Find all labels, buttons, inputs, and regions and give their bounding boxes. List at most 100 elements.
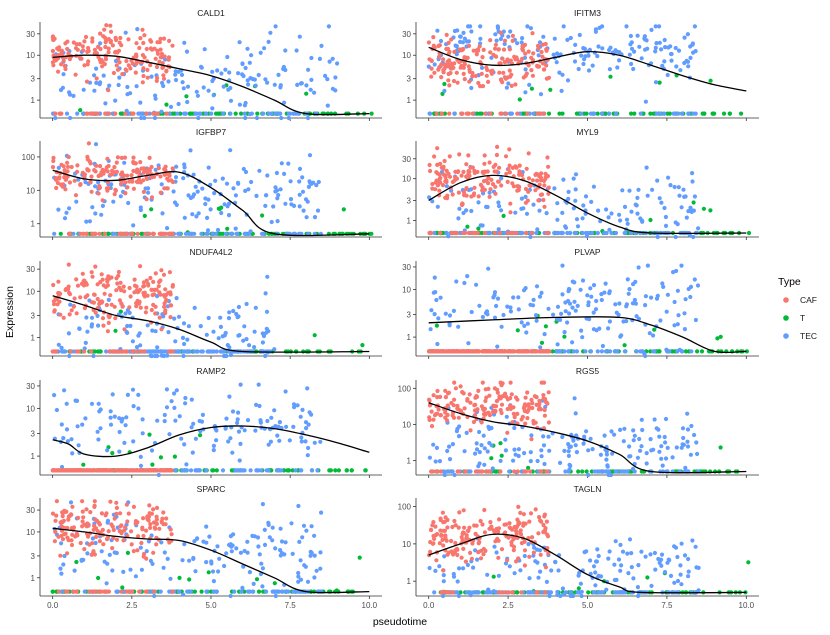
caf-point (507, 349, 511, 353)
caf-point (107, 529, 111, 533)
caf-point (466, 56, 470, 60)
tec-point (512, 426, 516, 430)
tec-point (131, 439, 135, 443)
caf-point (145, 112, 149, 116)
caf-point (141, 41, 145, 45)
tec-point (452, 309, 456, 313)
tec-point (111, 200, 115, 204)
caf-point (462, 66, 466, 70)
caf-point (85, 232, 89, 236)
tec-point (213, 179, 217, 183)
tec-point (560, 211, 564, 215)
tec-point (592, 185, 596, 189)
tec-point (231, 409, 235, 413)
caf-point (441, 57, 445, 61)
tec-point (558, 318, 562, 322)
tec-point (227, 213, 231, 217)
tec-point (566, 299, 570, 303)
caf-point (125, 519, 129, 523)
x-tick-label-sparc: 7.5 (285, 601, 297, 610)
tec-point (621, 319, 625, 323)
tec-point (246, 187, 250, 191)
y-tick-label-rgs5: 1 (407, 457, 412, 466)
t-point (702, 112, 706, 116)
tec-point (199, 324, 203, 328)
caf-point (511, 39, 515, 43)
caf-point (90, 270, 94, 274)
caf-point (53, 308, 57, 312)
tec-point (510, 112, 514, 116)
tec-point (469, 209, 473, 213)
tec-point (591, 64, 595, 68)
tec-point (671, 455, 675, 459)
tec-point (77, 443, 81, 447)
tec-point (673, 185, 677, 189)
tec-point (686, 427, 690, 431)
x-tick-label-tagln: 2.5 (503, 601, 515, 610)
tec-point (76, 424, 80, 428)
caf-point (51, 49, 55, 53)
caf-point (462, 72, 466, 76)
tec-point (572, 300, 576, 304)
caf-point (135, 284, 139, 288)
tec-point (237, 430, 241, 434)
tec-point (122, 161, 126, 165)
tec-point (106, 521, 110, 525)
tec-point (257, 169, 261, 173)
tec-point (212, 444, 216, 448)
tec-point (478, 37, 482, 41)
tec-point (119, 194, 123, 198)
tec-point (461, 566, 465, 570)
tec-point (146, 349, 150, 353)
tec-point (244, 170, 248, 174)
caf-point (54, 349, 58, 353)
tec-point (201, 540, 205, 544)
tec-point (283, 202, 287, 206)
caf-point (87, 168, 91, 172)
tec-point (579, 54, 583, 58)
tec-point (230, 232, 234, 236)
caf-point (102, 28, 106, 32)
caf-point (61, 184, 65, 188)
caf-point (109, 30, 113, 34)
tec-point (65, 112, 69, 116)
tec-point (206, 349, 210, 353)
tec-point (562, 349, 566, 353)
tec-point (635, 196, 639, 200)
caf-point (142, 555, 146, 559)
tec-point (677, 185, 681, 189)
caf-point (476, 47, 480, 51)
caf-point (511, 34, 515, 38)
caf-point (114, 349, 118, 353)
caf-point (163, 54, 167, 58)
caf-point (82, 39, 86, 43)
caf-point (466, 153, 470, 157)
t-point (658, 81, 662, 85)
tec-point (583, 349, 587, 353)
caf-point (457, 191, 461, 195)
t-point (147, 433, 151, 437)
tec-point (439, 39, 443, 43)
t-point (98, 349, 102, 353)
tec-point (575, 349, 579, 353)
tec-point (141, 417, 145, 421)
tec-point (463, 449, 467, 453)
caf-point (93, 293, 97, 297)
caf-point (499, 31, 503, 35)
caf-point (455, 71, 459, 75)
caf-point (119, 182, 123, 186)
tec-point (125, 331, 129, 335)
t-point (360, 343, 364, 347)
tec-point (146, 191, 150, 195)
caf-point (134, 349, 138, 353)
tec-point (607, 215, 611, 219)
tec-point (279, 527, 283, 531)
caf-point (144, 590, 148, 594)
tec-point (139, 464, 143, 468)
caf-point (64, 177, 68, 181)
caf-point (97, 191, 101, 195)
tec-point (435, 446, 439, 450)
caf-point (51, 165, 55, 169)
